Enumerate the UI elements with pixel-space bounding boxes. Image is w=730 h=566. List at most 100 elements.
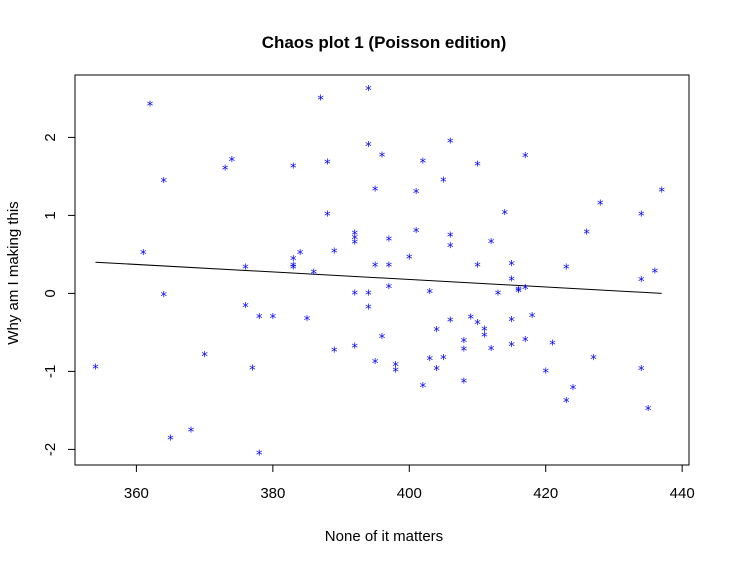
data-point: *: [317, 93, 324, 108]
data-point: *: [386, 260, 393, 275]
data-point: *: [495, 288, 502, 303]
data-point: *: [351, 228, 358, 243]
data-point: *: [427, 354, 434, 369]
x-tick-label: 400: [397, 485, 422, 502]
chart-title: Chaos plot 1 (Poisson edition): [262, 33, 507, 52]
data-point: *: [406, 253, 413, 268]
data-point: *: [522, 283, 529, 298]
data-point: *: [440, 353, 447, 368]
y-tick-label: -2: [42, 443, 59, 456]
data-point: *: [386, 282, 393, 297]
data-point: *: [229, 155, 236, 170]
plot-box: [74, 74, 690, 466]
data-point: *: [351, 238, 358, 253]
data-point: *: [563, 263, 570, 278]
x-tick-label: 360: [124, 485, 149, 502]
data-point: *: [351, 288, 358, 303]
data-point: *: [290, 260, 297, 275]
data-point: *: [583, 228, 590, 243]
y-tick-label: 0: [42, 289, 59, 297]
data-point: *: [420, 157, 427, 172]
data-point: *: [488, 237, 495, 252]
data-point: *: [433, 364, 440, 379]
data-point: *: [481, 324, 488, 339]
data-point: *: [652, 267, 659, 282]
y-tick-label: 2: [42, 133, 59, 141]
data-point: *: [249, 363, 256, 378]
data-point: *: [290, 254, 297, 269]
data-point: *: [461, 345, 468, 360]
data-point: *: [563, 396, 570, 411]
data-point: *: [474, 318, 481, 333]
data-point: *: [365, 302, 372, 317]
data-point: *: [297, 248, 304, 263]
data-point: *: [386, 235, 393, 250]
data-point: *: [331, 345, 338, 360]
data-point: *: [447, 136, 454, 151]
data-series: * * * * * * * * * * * * * * * * * * * * * * * * * * * * * * * * * * * * * * * *…: [92, 84, 665, 463]
data-point: *: [590, 353, 597, 368]
x-tick-label: 380: [260, 485, 285, 502]
data-point: *: [372, 260, 379, 275]
y-axis: -2 -1 0 1 2: [42, 133, 76, 456]
data-point: *: [515, 285, 522, 300]
data-point: *: [372, 185, 379, 200]
data-point: *: [502, 208, 509, 223]
data-point: *: [365, 288, 372, 303]
data-point: *: [413, 226, 420, 241]
data-point: *: [242, 263, 249, 278]
data-point: *: [508, 340, 515, 355]
x-axis-label: None of it matters: [325, 528, 443, 545]
data-point: *: [392, 360, 399, 375]
data-point: *: [447, 316, 454, 331]
data-point: *: [365, 140, 372, 155]
data-point: *: [188, 426, 195, 441]
data-point: *: [304, 314, 311, 329]
data-point: *: [324, 157, 331, 172]
data-point: *: [542, 366, 549, 381]
data-point: *: [324, 210, 331, 225]
data-point: *: [638, 210, 645, 225]
x-tick-label: 440: [670, 485, 695, 502]
y-axis-label: Why am I making this: [5, 201, 22, 344]
data-point: *: [638, 364, 645, 379]
data-point: *: [474, 160, 481, 175]
data-point: *: [372, 357, 379, 372]
data-point: *: [474, 260, 481, 275]
data-point: *: [420, 381, 427, 396]
y-tick-label: 1: [42, 211, 59, 219]
data-point: *: [331, 246, 338, 261]
data-point: *: [256, 312, 263, 327]
data-point: *: [658, 185, 665, 200]
x-axis: 360 380 400 420 440: [124, 464, 695, 502]
data-point: *: [351, 233, 358, 248]
data-point: *: [570, 383, 577, 398]
trend-line: [95, 261, 662, 294]
data-point: *: [201, 350, 208, 365]
data-point: *: [467, 313, 474, 328]
data-point: *: [392, 366, 399, 381]
data-point: *: [515, 286, 522, 301]
data-point: *: [597, 199, 604, 214]
data-point: *: [242, 301, 249, 316]
x-tick-label: 420: [533, 485, 558, 502]
data-point: *: [461, 336, 468, 351]
data-point: *: [92, 363, 99, 378]
data-point: *: [290, 263, 297, 278]
data-point: *: [549, 338, 556, 353]
data-point: *: [529, 311, 536, 326]
data-point: *: [160, 176, 167, 191]
data-point: *: [645, 404, 652, 419]
data-point: *: [256, 448, 263, 463]
data-point: *: [440, 175, 447, 190]
data-point: *: [379, 332, 386, 347]
data-point: *: [488, 344, 495, 359]
data-point: *: [311, 267, 318, 282]
data-point: *: [290, 161, 297, 176]
data-point: *: [167, 433, 174, 448]
data-point: *: [508, 315, 515, 330]
data-point: *: [481, 331, 488, 346]
data-point: *: [270, 312, 277, 327]
